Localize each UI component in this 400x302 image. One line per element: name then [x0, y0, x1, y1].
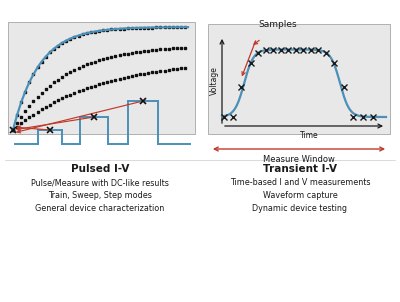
Text: Samples: Samples: [258, 20, 297, 29]
Text: Transient I-V: Transient I-V: [263, 164, 337, 174]
Text: Time-based I and V measurements: Time-based I and V measurements: [230, 178, 370, 187]
Bar: [208, 24, 390, 134]
Text: Time: Time: [300, 131, 318, 140]
Text: Pulse/Measure with DC-like results: Pulse/Measure with DC-like results: [31, 178, 169, 187]
Text: Measure Window: Measure Window: [263, 155, 335, 164]
Text: Train, Sweep, Step modes: Train, Sweep, Step modes: [48, 191, 152, 200]
Text: Waveform capture: Waveform capture: [263, 191, 337, 200]
Text: Pulsed I-V: Pulsed I-V: [71, 164, 129, 174]
Text: Voltage: Voltage: [210, 66, 218, 95]
Text: General device characterization: General device characterization: [35, 204, 165, 213]
Bar: [8, 22, 195, 134]
Text: Dynamic device testing: Dynamic device testing: [252, 204, 348, 213]
